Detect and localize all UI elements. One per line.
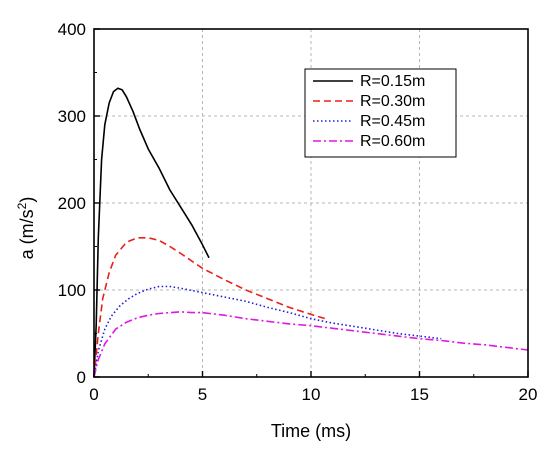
x-tick-label: 5 [198,385,207,404]
legend-label-1: R=0.15m [360,73,425,90]
series-lines [93,87,529,378]
legend-box [304,68,457,158]
legend-label-4: R=0.60m [360,133,425,150]
y-tick-label: 0 [77,368,86,387]
y-tick-label: 300 [58,107,86,126]
y-axis-title-main: a (m/s [17,209,37,259]
series-line-4 [93,310,529,378]
y-axis-title-superscript: 2 [15,202,29,209]
y-axis-title: a (m/s2) [15,197,37,260]
series-line-2 [93,237,329,378]
series-line-3 [93,285,442,378]
x-tick-label: 15 [410,385,429,404]
y-axis-title-close: ) [17,197,37,203]
legend-label-3: R=0.45m [360,113,425,130]
series-line-1 [93,87,210,378]
x-tick-label: 20 [519,385,538,404]
legend-label-2: R=0.30m [360,93,425,110]
legend: R=0.15m R=0.30m R=0.45m R=0.60m [304,68,457,158]
x-tick-label: 10 [302,385,321,404]
y-tick-label: 400 [58,20,86,39]
x-axis-title: Time (ms) [271,421,351,441]
y-tick-label: 200 [58,194,86,213]
x-tick-label: 0 [89,385,98,404]
y-tick-label: 100 [58,281,86,300]
